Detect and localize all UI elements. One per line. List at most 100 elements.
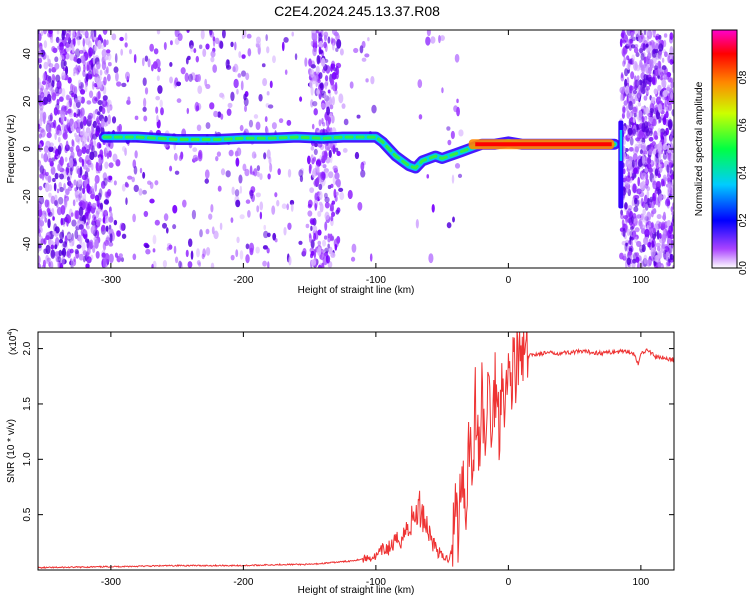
spectrogram-noise-speck bbox=[639, 149, 643, 155]
spectrogram-noise-speck bbox=[456, 98, 459, 104]
spectrogram-noise-speck bbox=[272, 55, 276, 64]
spectrogram-noise-speck bbox=[65, 140, 69, 149]
spectrogram-noise-speck bbox=[367, 37, 370, 42]
spectrogram-noise-speck bbox=[438, 34, 441, 44]
spectrogram-noise-speck bbox=[103, 76, 107, 86]
spectrogram-noise-speck bbox=[177, 33, 183, 41]
spectrogram-noise-speck bbox=[57, 109, 62, 115]
spectrogram-noise-speck bbox=[70, 125, 75, 132]
colorbar: 0.0 0.2 0.4 0.6 0.8 Normalized spectral ampl… bbox=[694, 29, 749, 275]
spectrogram-noise-speck bbox=[669, 45, 674, 56]
spectrogram-noise-speck bbox=[317, 229, 322, 236]
spectrogram-noise-speck bbox=[104, 215, 110, 224]
spectrogram-noise-speck bbox=[180, 67, 186, 75]
spectrogram-noise-speck bbox=[73, 179, 77, 186]
spectrogram-noise-speck bbox=[657, 250, 663, 259]
spectrogram-noise-speck bbox=[112, 153, 118, 163]
spectrogram-noise-speck bbox=[637, 101, 642, 107]
spectrogram-noise-speck bbox=[65, 52, 70, 60]
spectrogram-noise-speck bbox=[657, 84, 662, 92]
spectrogram-noise-speck bbox=[657, 173, 662, 179]
spectrogram-noise-speck bbox=[185, 249, 189, 258]
spectrogram-noise-speck bbox=[269, 80, 273, 89]
spectrogram-noise-speck bbox=[127, 96, 131, 102]
spectrogram-noise-speck bbox=[38, 255, 41, 265]
spectrogram-noise-speck bbox=[304, 57, 308, 67]
spectrogram-noise-speck bbox=[245, 254, 250, 264]
spectrogram-noise-speck bbox=[317, 264, 322, 268]
spectrogram-noise-speck bbox=[669, 32, 673, 40]
spectrogram-noise-speck bbox=[219, 40, 224, 49]
spectrogram-noise-speck bbox=[645, 85, 650, 91]
spectrogram-noise-speck bbox=[327, 116, 332, 125]
spectrogram-noise-speck bbox=[187, 261, 193, 268]
spectrogram-noise-speck bbox=[629, 137, 634, 146]
spectrogram-noise-speck bbox=[169, 62, 173, 67]
spectrogram-noise-speck bbox=[235, 199, 241, 208]
spectrogram-noise-speck bbox=[48, 126, 51, 134]
spectrogram-noise-speck bbox=[319, 252, 325, 261]
spectrogram-noise-speck bbox=[625, 38, 630, 47]
spectrogram-noise-speck bbox=[360, 169, 366, 178]
spectrogram-noise-speck bbox=[323, 235, 328, 240]
spectrogram-noise-speck bbox=[646, 190, 650, 199]
spectrogram-noise-speck bbox=[320, 171, 326, 181]
spectrogram-noise-speck bbox=[48, 114, 53, 122]
spectrogram-noise-speck bbox=[247, 48, 252, 57]
spectrogram-noise-speck bbox=[328, 96, 333, 107]
spectrogram-noise-speck bbox=[94, 182, 98, 192]
spectrogram-noise-speck bbox=[78, 201, 83, 207]
spectrogram-noise-speck bbox=[281, 203, 287, 209]
spectrogram-noise-speck bbox=[331, 95, 335, 106]
spectrogram-noise-speck bbox=[334, 172, 340, 180]
spectrogram-noise-speck bbox=[73, 54, 78, 63]
spectrogram-noise-speck bbox=[64, 124, 69, 134]
spectrogram-noise-speck bbox=[70, 166, 73, 176]
spectrogram-noise-speck bbox=[286, 203, 290, 211]
spectrogram-noise-speck bbox=[97, 90, 101, 99]
spectrogram-noise-speck bbox=[60, 217, 64, 226]
spectrogram-noise-speck bbox=[274, 238, 278, 243]
spectrogram-noise-speck bbox=[66, 217, 69, 227]
spectrogram-noise-speck bbox=[66, 101, 70, 109]
spectrogram-noise-speck bbox=[58, 96, 64, 102]
spectrogram-noise-speck bbox=[637, 161, 641, 170]
spectrogram-noise-speck bbox=[77, 214, 81, 224]
colorbar-label: Normalized spectral amplitude bbox=[694, 81, 705, 216]
spectrogram-noise-speck bbox=[48, 145, 54, 153]
spectrogram-noise-speck bbox=[646, 259, 652, 267]
spectrogram-noise-speck bbox=[54, 172, 59, 180]
spectrogram-noise-speck bbox=[83, 192, 87, 202]
spectrogram-noise-speck bbox=[187, 55, 191, 61]
spectrogram-noise-speck bbox=[212, 37, 216, 47]
spectrogram-noise-speck bbox=[322, 122, 326, 127]
spectrogram-noise-speck bbox=[237, 73, 242, 78]
spectrogram-noise-speck bbox=[143, 210, 149, 218]
spectrogram-noise-speck bbox=[82, 45, 86, 53]
spectrogram-noise-speck bbox=[267, 261, 270, 268]
spectrogram-noise-speck bbox=[64, 156, 68, 163]
spectrogram-noise-speck bbox=[95, 127, 101, 132]
spectrogram-noise-speck bbox=[45, 82, 49, 90]
spectrogram-noise-speck bbox=[315, 65, 320, 75]
spectrogram-noise-speck bbox=[154, 219, 160, 226]
spectrogram-noise-speck bbox=[660, 75, 663, 81]
spectrogram-noise-speck bbox=[264, 125, 268, 134]
spectrogram-noise-speck bbox=[189, 40, 194, 49]
spectrogram-noise-speck bbox=[661, 241, 665, 249]
spectrogram-noise-speck bbox=[458, 129, 464, 137]
spectrogram-noise-speck bbox=[324, 80, 328, 90]
spectrogram-noise-speck bbox=[312, 46, 317, 57]
spectrogram-noise-speck bbox=[663, 113, 667, 121]
spectrogram-noise-speck bbox=[310, 225, 313, 231]
spectrogram-noise-speck bbox=[330, 64, 333, 72]
snr-x-tick-label: 100 bbox=[633, 577, 650, 588]
spectrogram-noise-speck bbox=[91, 163, 94, 171]
spectrogram-noise-speck bbox=[259, 201, 264, 211]
spectrogram-noise-speck bbox=[57, 136, 61, 143]
spectrogram-noise-speck bbox=[87, 114, 92, 122]
spectrogram-noise-speck bbox=[636, 240, 642, 248]
spectrogram-noise-speck bbox=[61, 250, 65, 256]
spectrogram-noise-speck bbox=[106, 73, 111, 82]
